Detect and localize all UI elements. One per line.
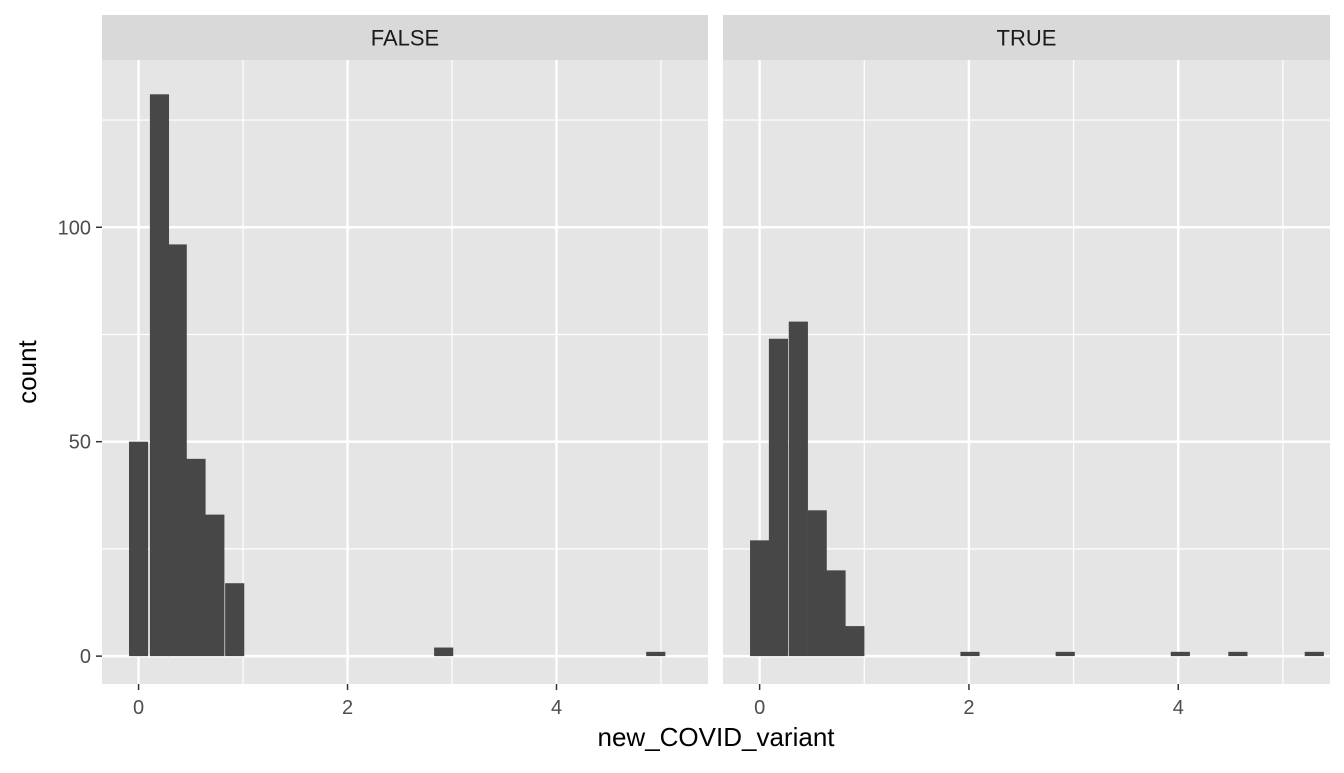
histogram-bar-1-6: [960, 651, 980, 657]
x-tick-label-0-0: 0: [133, 697, 144, 719]
x-tick-label-1-0: 0: [754, 697, 765, 719]
y-tick-label-2: 100: [58, 217, 91, 239]
histogram-bar-1-0: [750, 540, 770, 657]
histogram-bar-0-0: [129, 441, 149, 657]
x-axis-title: new_COVID_variant: [598, 722, 836, 752]
histogram-bar-0-7: [646, 651, 666, 657]
x-tick-label-0-1: 2: [342, 697, 353, 719]
histogram-bar-1-10: [1304, 651, 1324, 657]
histogram-bar-0-4: [205, 514, 225, 657]
histogram-bar-0-6: [434, 647, 454, 657]
histogram-bar-0-1: [149, 94, 170, 657]
x-tick-label-0-2: 4: [551, 697, 562, 719]
histogram-bar-1-4: [826, 570, 846, 657]
histogram-bar-1-3: [807, 510, 827, 657]
facet-label-0: FALSE: [371, 26, 439, 51]
histogram-bar-0-5: [225, 583, 245, 657]
x-tick-label-1-1: 2: [963, 697, 974, 719]
facet-strip-1: [723, 15, 1330, 60]
histogram-bar-1-1: [768, 338, 789, 657]
histogram-bar-0-2: [167, 244, 187, 657]
y-tick-label-1: 50: [69, 432, 91, 454]
histogram-bar-1-8: [1170, 651, 1190, 657]
y-tick-label-0: 0: [80, 646, 91, 668]
histogram-bar-1-2: [788, 321, 808, 657]
histogram-bar-0-3: [186, 458, 206, 657]
histogram-bar-1-7: [1055, 651, 1075, 657]
facet-strip-0: [102, 15, 708, 60]
histogram-bar-1-5: [845, 626, 865, 657]
facet-label-1: TRUE: [997, 26, 1057, 51]
y-axis-title: count: [12, 339, 42, 403]
histogram-bar-1-9: [1228, 651, 1248, 657]
x-tick-label-1-2: 4: [1173, 697, 1184, 719]
